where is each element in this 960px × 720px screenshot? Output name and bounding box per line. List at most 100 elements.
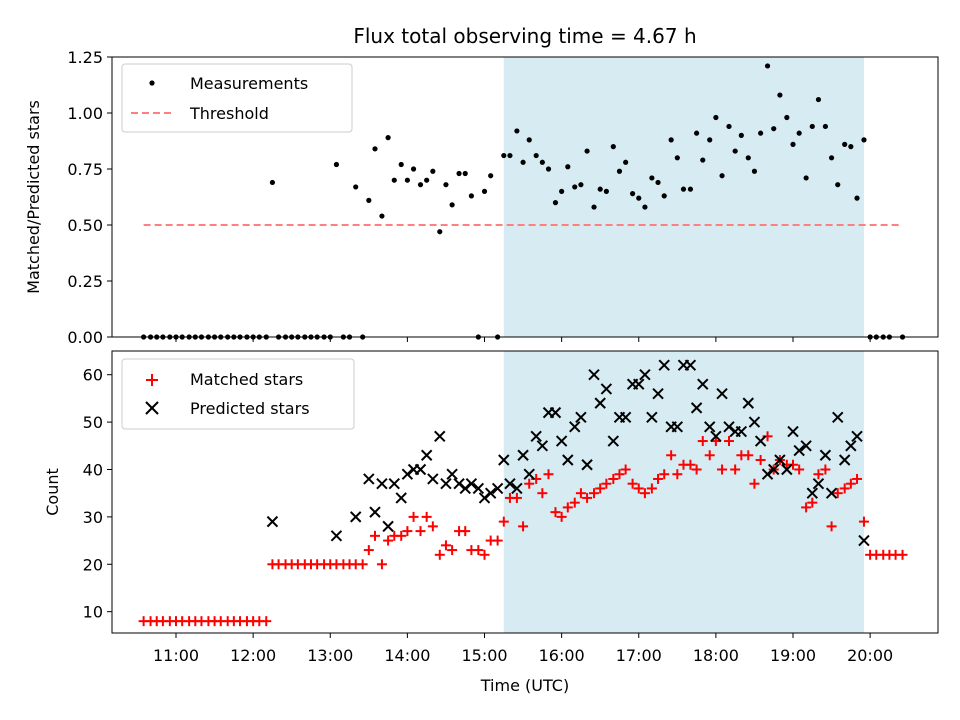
matched-star-point (562, 502, 573, 513)
x-tick-label: 19:00 (770, 646, 816, 665)
predicted-star-point (530, 430, 542, 443)
x-tick-label: 13:00 (307, 646, 353, 665)
matched-star-point (511, 492, 522, 503)
measurement-point (437, 229, 443, 235)
predicted-star-point (484, 487, 497, 499)
predicted-star-point (832, 411, 844, 424)
ratio-axes-frame (111, 56, 939, 338)
measurement-point (822, 123, 828, 130)
measurement-point (777, 92, 783, 98)
measurement-point (404, 177, 410, 183)
matched-star-point (620, 464, 631, 475)
predicted-star-point (414, 463, 427, 476)
x-tick-label: 14:00 (384, 646, 430, 665)
measurement-point (391, 177, 397, 183)
matched-star-point (556, 511, 567, 522)
measurement-point (424, 177, 430, 183)
predicted-star-point (774, 454, 786, 466)
predicted-star-point (607, 435, 620, 447)
matched-star-point (543, 469, 554, 480)
predicted-star-point (330, 530, 343, 542)
measurement-point (545, 166, 552, 172)
predicted-star-point (845, 440, 857, 452)
matched-star-point (261, 616, 272, 627)
measurement-point (488, 173, 494, 179)
measurement-point (385, 135, 391, 141)
predicted-star-point (382, 520, 394, 533)
predicted-star-point (446, 468, 458, 480)
measurement-point (803, 175, 809, 181)
matched-star-point (524, 478, 535, 489)
measurement-point (366, 197, 372, 203)
predicted-star-point (363, 473, 375, 485)
predicted-star-point (793, 444, 805, 457)
chart-title: Flux total observing time = 4.67 h (353, 24, 696, 48)
matched-star-point (601, 478, 612, 489)
ratio-y-axis-label: Matched/Predicted stars (24, 100, 43, 294)
matched-star-point (813, 469, 824, 480)
measurement-point (655, 179, 661, 186)
matched-star-point (537, 488, 548, 499)
measurement-point (835, 182, 841, 188)
predicted-star-point (498, 454, 510, 466)
matched-star-point (369, 530, 380, 541)
measurement-point (372, 146, 378, 152)
measurement-point (430, 168, 436, 174)
measurement-point (642, 204, 648, 210)
count-y-axis-label: Count (43, 468, 62, 516)
count-marks (138, 359, 908, 627)
matched-star-point (383, 535, 394, 546)
x-tick-label: 11:00 (153, 646, 199, 665)
count-y-ticks: 10 20 30 40 50 60 (83, 366, 112, 622)
measurement-point (668, 137, 674, 143)
predicted-star-point (838, 454, 851, 466)
matched-star-point (653, 473, 664, 484)
measurement-point (597, 186, 603, 192)
matched-star-point (473, 545, 484, 556)
predicted-star-point (710, 430, 722, 443)
matched-star-point (897, 549, 908, 560)
measurement-point (591, 204, 597, 210)
matched-star-point (858, 516, 869, 527)
matched-star-point (691, 464, 702, 475)
predicted-star-point (652, 387, 664, 400)
predicted-star-point (504, 477, 516, 490)
matched-star-point (697, 436, 708, 447)
x-tick-label: 16:00 (539, 646, 585, 665)
legend-matched-marker (146, 374, 158, 386)
matched-star-point (518, 521, 529, 532)
measurement-point (379, 213, 385, 219)
predicted-star-point (819, 449, 832, 461)
matched-star-point (826, 521, 837, 532)
predicted-star-point (723, 421, 735, 433)
count-legend: Matched stars Predicted stars (121, 358, 355, 430)
matched-star-point (839, 483, 850, 494)
matched-star-point (704, 450, 715, 461)
measurement-point (526, 137, 532, 143)
measurement-point (828, 155, 835, 161)
measurement-point (861, 137, 867, 143)
matched-star-point (402, 526, 413, 537)
measurement-point (539, 159, 545, 165)
measurement-point (707, 137, 713, 143)
measurement-point (520, 159, 526, 165)
measurement-point (353, 184, 359, 190)
matched-star-point (807, 497, 818, 508)
matched-star-point (672, 469, 683, 480)
legend-matched-label: Matched stars (190, 370, 303, 389)
measurement-point (559, 188, 565, 194)
predicted-star-point (748, 416, 761, 428)
matched-star-point (639, 488, 650, 499)
predicted-star-point (517, 449, 529, 461)
predicted-star-point (401, 468, 414, 480)
predicted-star-point (600, 383, 613, 395)
legend-measurements-marker (149, 80, 155, 86)
x-tick-label: 12:00 (230, 646, 276, 665)
measurement-point (649, 175, 655, 181)
predicted-star-point (376, 477, 388, 490)
measurement-point (796, 130, 802, 136)
count-panel: 10 20 30 40 50 60 11:00 12:00 13:00 14:00 15:00 16… (43, 350, 939, 695)
matched-star-point (730, 464, 741, 475)
predicted-star-point (420, 449, 433, 461)
measurement-point (629, 191, 636, 197)
